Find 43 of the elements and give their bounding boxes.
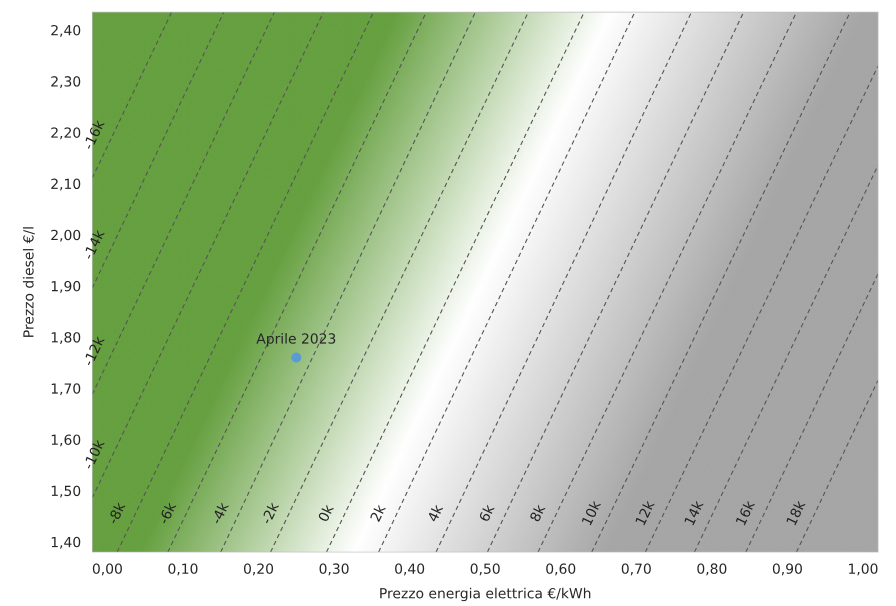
x-tick-label: 0,40 [395, 563, 424, 576]
text: 14k [684, 499, 704, 526]
text: 4k [426, 503, 444, 522]
x-tick-label: 0,30 [320, 563, 349, 576]
x-tick-label: 0,20 [244, 563, 274, 576]
y-tick-label: 1,70 [52, 383, 80, 396]
text: 6k [478, 503, 495, 522]
text: -10k [82, 438, 105, 470]
text: 8k [529, 503, 546, 522]
y-tick-label: 1,90 [52, 280, 80, 293]
y-tick-label: 1,60 [52, 434, 80, 446]
text: -14k [82, 228, 105, 260]
x-tick-label: 0,10 [168, 563, 198, 576]
text: -6k [158, 500, 177, 525]
y-tick-label: 2,00 [51, 230, 80, 242]
x-axis-title: Prezzo energia elettrica €/kWh [380, 588, 590, 602]
y-tick-label: 1,50 [52, 486, 80, 498]
text: 2k [370, 503, 386, 522]
x-tick-label: 1,00 [849, 563, 878, 576]
x-tick-label: 0,90 [772, 563, 802, 576]
y-tick-label: 2,10 [51, 178, 80, 190]
y-tick-label: 2,40 [51, 25, 80, 37]
text: 18k [786, 499, 806, 526]
x-tick-label: 0,00 [92, 563, 122, 576]
x-tick-label: 0,80 [697, 563, 726, 576]
annotation: Aprile 2023 [256, 333, 336, 346]
text: 10k [581, 499, 602, 526]
y-tick-label: 2,30 [51, 76, 80, 88]
text: -16k [82, 118, 105, 150]
text: -4k [210, 500, 229, 525]
text: -2k [260, 500, 280, 525]
text: 16k [735, 499, 756, 526]
x-tick-label: 0,70 [622, 563, 651, 576]
y-axis-title: Prezzo diesel €/l [22, 227, 35, 337]
x-tick-label: 0,60 [546, 563, 576, 576]
x-tick-label: 0,50 [470, 563, 500, 576]
text: -8k [106, 500, 126, 525]
text: 12k [634, 499, 655, 526]
text: 0k [317, 503, 334, 522]
y-tick-label: 1,40 [52, 536, 80, 549]
text: -12k [82, 334, 105, 367]
y-tick-label: 2,20 [51, 127, 80, 140]
y-tick-label: 1,80 [52, 332, 80, 344]
